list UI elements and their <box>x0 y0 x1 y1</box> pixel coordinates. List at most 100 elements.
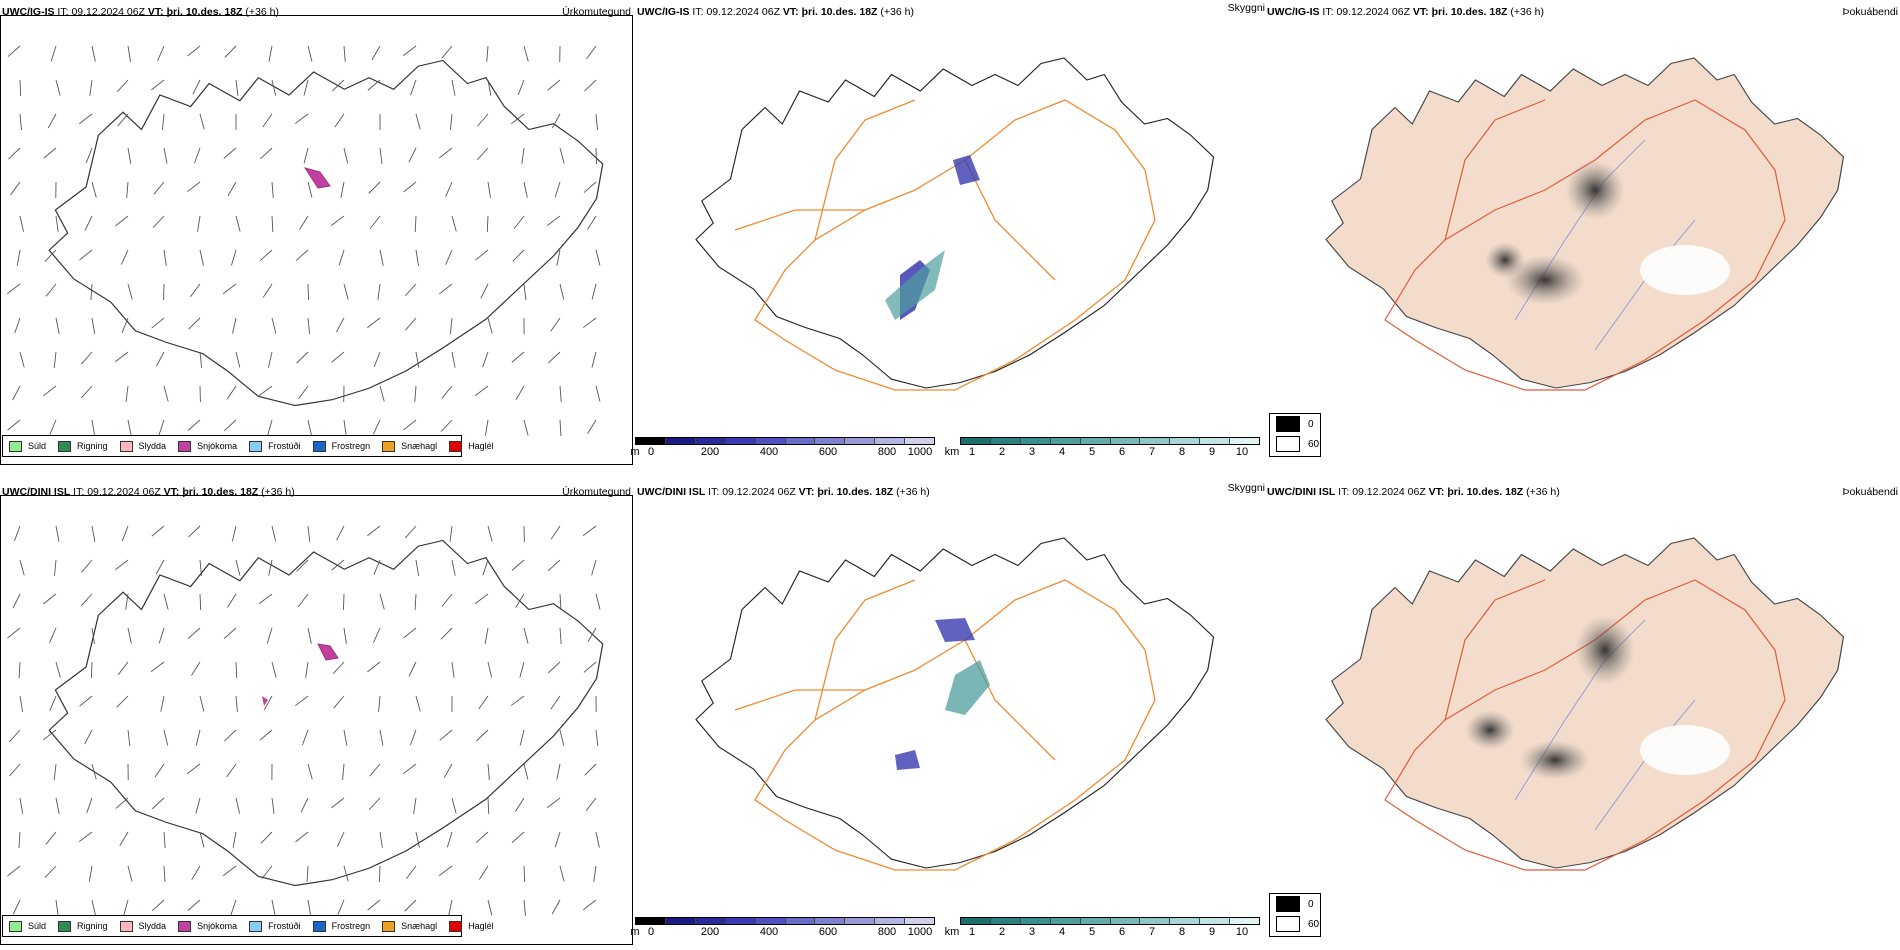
wind-barb <box>415 351 420 368</box>
tick-label: 1000 <box>907 446 933 458</box>
legend-label: 0 <box>1308 898 1314 910</box>
wind-barb <box>297 593 309 607</box>
wind-barb <box>16 249 21 266</box>
wind-barb <box>303 79 309 96</box>
wind-barb <box>551 899 561 915</box>
tick-label: 6 <box>1118 926 1126 938</box>
wind-barb <box>47 113 57 129</box>
tick-label: 1 <box>968 446 976 458</box>
wind-barb <box>307 45 313 62</box>
wind-barb <box>332 79 345 92</box>
wind-barb <box>116 79 129 93</box>
wind-barb <box>44 865 57 878</box>
wind-barb <box>559 865 565 882</box>
visibility-colorbar: km 1 2 3 4 5 6 7 8 9 10 <box>945 917 1260 939</box>
wind-barb <box>199 113 205 130</box>
fog-legend-item: 60 <box>1270 434 1320 454</box>
wind-barb <box>195 729 201 746</box>
wind-barb <box>235 215 241 232</box>
road-network <box>1384 99 1786 391</box>
wind-barb <box>55 899 59 916</box>
wind-barb <box>91 899 96 916</box>
wind-barb <box>443 763 453 779</box>
wind-barb <box>523 627 529 644</box>
it-label: IT: <box>73 486 85 498</box>
wind-barb <box>163 593 169 610</box>
wind-barb <box>559 729 565 746</box>
wind-barb <box>271 79 277 96</box>
wind-barbs <box>6 45 601 436</box>
wind-barb <box>379 865 381 883</box>
model-name: UWC/IG-IS <box>1267 6 1320 18</box>
wind-barb <box>117 113 129 127</box>
wind-barb <box>150 661 165 672</box>
vt-value: þri. 10.des. 18Z <box>1447 486 1524 498</box>
wind-barb <box>163 831 166 848</box>
wind-barb <box>449 525 453 542</box>
wind-barb <box>449 113 453 130</box>
wind-barb <box>235 351 241 368</box>
vt-label: VT: <box>798 486 815 498</box>
wind-barb <box>232 831 237 848</box>
wind-barb <box>439 729 453 741</box>
wind-barb <box>19 797 24 814</box>
iceland-cloud-map <box>695 57 1215 391</box>
precip-type-panel: UWC/DINI ISL IT: 09.12.2024 06Z VT: þri.… <box>0 480 635 950</box>
iceland-fog-map <box>1325 57 1845 391</box>
tick-label: 200 <box>700 446 720 458</box>
wind-barb <box>517 79 525 96</box>
legend-swatch <box>1276 436 1300 452</box>
wind-barb <box>475 831 489 843</box>
legend-swatch <box>178 440 192 452</box>
wind-barb <box>512 249 525 262</box>
clear-area <box>1640 725 1730 775</box>
wind-barb <box>335 317 345 333</box>
wind-barb <box>294 113 309 124</box>
wind-barb <box>307 627 312 644</box>
wind-barb <box>231 249 237 266</box>
wind-barb <box>18 831 21 848</box>
wind-barb <box>127 419 132 436</box>
wind-barb <box>84 729 93 745</box>
wind-barb <box>593 865 597 882</box>
wind-barb <box>115 351 129 363</box>
colorbar-ticks: m 0 200 400 600 800 1000 <box>630 445 935 459</box>
wind-barb <box>14 317 21 334</box>
wind-barb <box>154 763 165 778</box>
wind-barb <box>486 215 489 233</box>
wind-barb <box>89 79 93 96</box>
fog-patch <box>1565 160 1625 220</box>
wind-barb <box>55 215 59 232</box>
wind-barb <box>439 283 453 295</box>
tick-label: 6 <box>1118 446 1126 458</box>
wind-barb <box>476 147 489 161</box>
map-frame <box>0 495 633 945</box>
wind-barb <box>367 525 381 537</box>
legend-label: 0 <box>1308 418 1314 430</box>
wind-barb <box>367 661 381 673</box>
legend-item: Snjókoma <box>178 440 237 452</box>
wind-barb <box>55 661 61 678</box>
fog-patch <box>1520 740 1590 780</box>
wind-barb <box>79 249 93 261</box>
wind-barb <box>80 385 93 399</box>
visibility-patch <box>885 250 945 320</box>
tick-label: 8 <box>1178 446 1186 458</box>
fog-legend: 0 60 <box>1269 893 1321 937</box>
wind-barb <box>587 419 597 434</box>
wind-barb <box>78 831 93 843</box>
wind-barb <box>510 695 525 706</box>
wind-barb <box>121 525 129 542</box>
wind-barb <box>547 559 561 572</box>
legend-label: Frostúði <box>268 921 301 931</box>
legend-swatch <box>1276 416 1300 432</box>
vt-value: þri. 10.des. 18Z <box>182 486 259 498</box>
wind-barb <box>226 593 237 608</box>
wind-barb <box>546 797 561 808</box>
colorbar-unit: km <box>944 926 960 938</box>
wind-barb <box>515 385 525 401</box>
wind-barb <box>197 215 201 232</box>
tick-label: 10 <box>1235 446 1249 458</box>
map-frame <box>0 15 633 465</box>
wind-barb <box>487 79 492 96</box>
